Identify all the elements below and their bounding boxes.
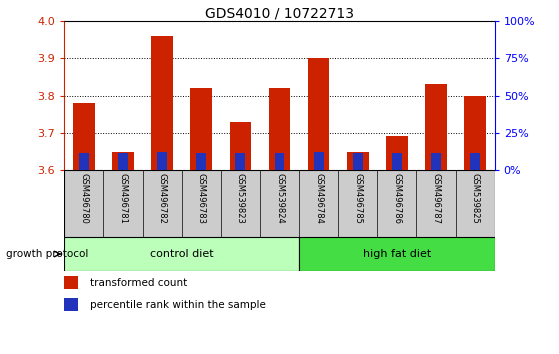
- Bar: [470, 153, 480, 170]
- Text: high fat diet: high fat diet: [363, 249, 431, 259]
- Bar: [235, 153, 245, 170]
- Bar: [151, 36, 173, 170]
- Bar: [191, 88, 212, 170]
- Bar: [112, 152, 134, 170]
- Bar: [465, 96, 486, 170]
- Text: GSM539823: GSM539823: [236, 173, 245, 224]
- Bar: [64, 276, 78, 289]
- Bar: [118, 153, 128, 170]
- Bar: [353, 153, 363, 170]
- Bar: [392, 153, 402, 170]
- Bar: [196, 153, 206, 170]
- Bar: [157, 152, 167, 170]
- Bar: [314, 152, 324, 170]
- Text: GSM496784: GSM496784: [314, 173, 323, 224]
- Bar: [230, 122, 251, 170]
- Text: GSM496783: GSM496783: [197, 173, 206, 224]
- Bar: [308, 58, 329, 170]
- Bar: [386, 137, 408, 170]
- Bar: [274, 153, 285, 170]
- Text: GSM496785: GSM496785: [353, 173, 362, 224]
- Bar: [73, 103, 94, 170]
- Title: GDS4010 / 10722713: GDS4010 / 10722713: [205, 6, 354, 20]
- Bar: [269, 88, 290, 170]
- Text: GSM496787: GSM496787: [432, 173, 440, 224]
- Bar: [64, 237, 299, 271]
- Bar: [431, 153, 441, 170]
- Text: GSM496786: GSM496786: [392, 173, 401, 224]
- Bar: [64, 298, 78, 311]
- Text: GSM539825: GSM539825: [471, 173, 480, 224]
- Bar: [79, 153, 89, 170]
- Text: GSM496780: GSM496780: [79, 173, 88, 224]
- Bar: [425, 85, 447, 170]
- Text: percentile rank within the sample: percentile rank within the sample: [90, 300, 266, 310]
- Bar: [347, 152, 368, 170]
- Text: GSM539824: GSM539824: [275, 173, 284, 224]
- Text: GSM496782: GSM496782: [158, 173, 167, 224]
- Text: control diet: control diet: [150, 249, 214, 259]
- Bar: [299, 237, 495, 271]
- Text: transformed count: transformed count: [90, 278, 187, 288]
- Text: growth protocol: growth protocol: [6, 249, 88, 259]
- Text: GSM496781: GSM496781: [119, 173, 127, 224]
